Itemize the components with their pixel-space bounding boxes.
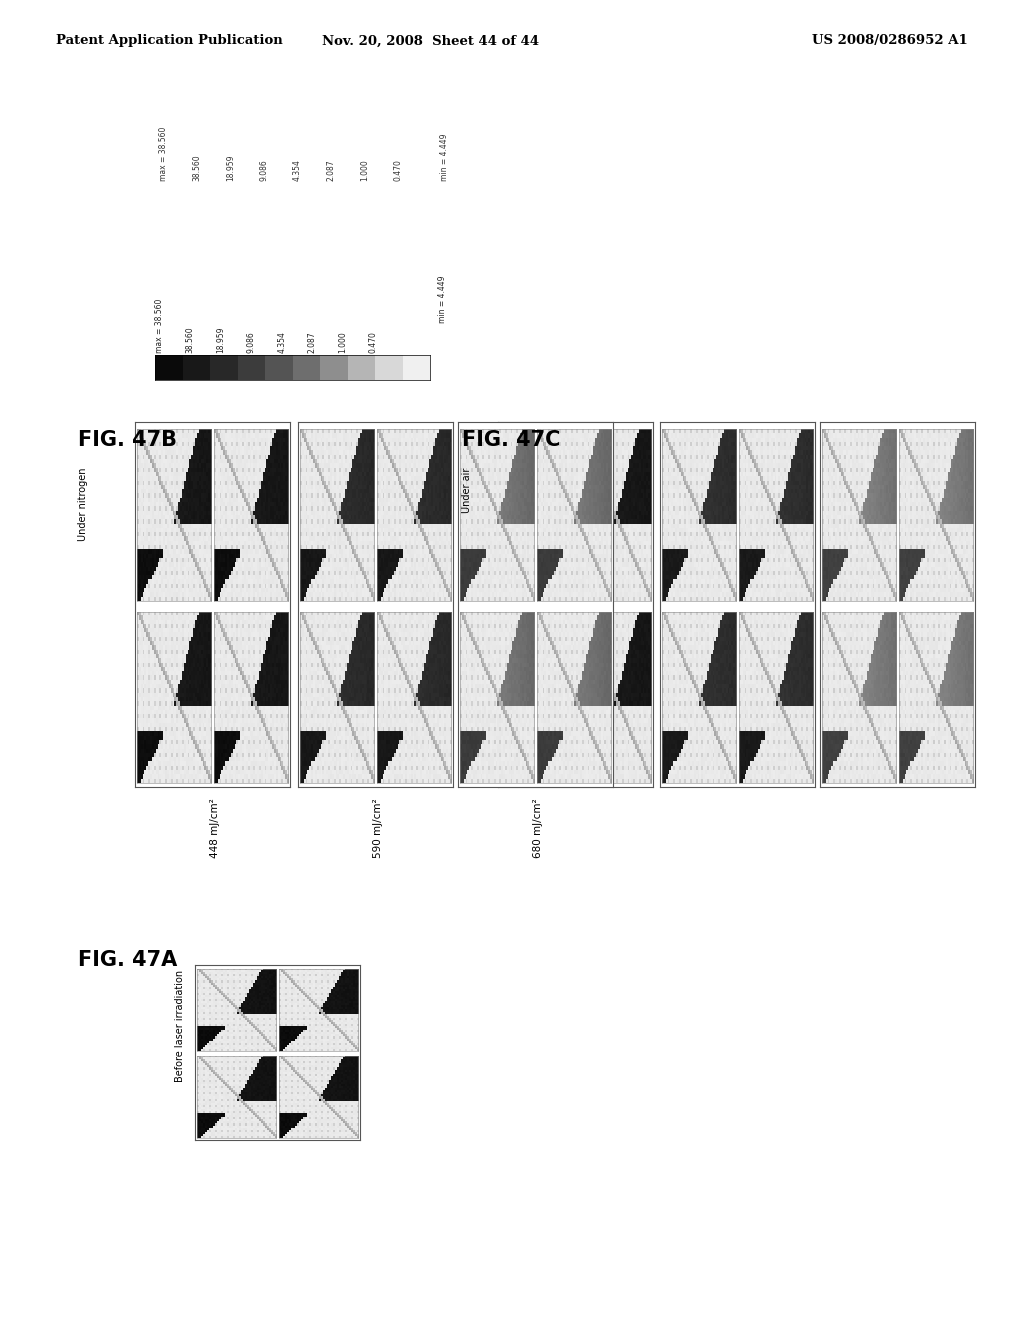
Text: 38.560: 38.560 [185, 326, 195, 352]
Text: min = 4.449: min = 4.449 [440, 133, 450, 181]
Text: 0.470: 0.470 [393, 158, 402, 181]
Text: 4.354: 4.354 [293, 158, 302, 181]
Text: Under air: Under air [462, 469, 472, 513]
Text: Under nitrogen: Under nitrogen [78, 469, 88, 541]
Text: FIG. 47B: FIG. 47B [78, 430, 177, 450]
Text: Nov. 20, 2008  Sheet 44 of 44: Nov. 20, 2008 Sheet 44 of 44 [322, 34, 539, 48]
Bar [182, 355, 210, 380]
Text: 18.959: 18.959 [216, 326, 225, 352]
Bar [265, 355, 293, 380]
Text: min = 4.449: min = 4.449 [438, 276, 447, 323]
Text: max = 38.560: max = 38.560 [159, 127, 168, 181]
Text: US 2008/0286952 A1: US 2008/0286952 A1 [812, 34, 968, 48]
Text: 448 mJ/cm²: 448 mJ/cm² [210, 799, 220, 858]
Text: 38.560: 38.560 [193, 154, 202, 181]
Bar [155, 355, 182, 380]
Bar [402, 355, 430, 380]
Bar [293, 355, 319, 380]
Bar [319, 355, 347, 380]
Text: 9.086: 9.086 [259, 160, 268, 181]
Text: Patent Application Publication: Patent Application Publication [56, 34, 283, 48]
Bar [347, 355, 375, 380]
Text: Before laser irradiation: Before laser irradiation [175, 970, 185, 1082]
Text: 1.000: 1.000 [359, 160, 369, 181]
Text: 0.470: 0.470 [369, 331, 378, 352]
Bar [238, 355, 265, 380]
Text: 590 mJ/cm²: 590 mJ/cm² [373, 799, 383, 858]
Text: 2.087: 2.087 [308, 331, 316, 352]
Text: FIG. 47C: FIG. 47C [462, 430, 560, 450]
Text: FIG. 47A: FIG. 47A [78, 950, 177, 970]
Text: 680 mJ/cm²: 680 mJ/cm² [534, 799, 543, 858]
Text: 9.086: 9.086 [247, 331, 256, 352]
Text: 1.000: 1.000 [338, 331, 347, 352]
Bar [210, 355, 238, 380]
Text: 2.087: 2.087 [327, 160, 335, 181]
Text: 4.354: 4.354 [278, 331, 287, 352]
Text: max = 38.560: max = 38.560 [155, 298, 164, 352]
Bar [375, 355, 402, 380]
Text: 18.959: 18.959 [225, 154, 234, 181]
